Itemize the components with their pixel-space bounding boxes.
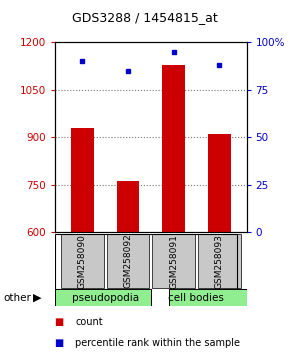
Text: GSM258091: GSM258091 <box>169 234 178 289</box>
Text: GSM258092: GSM258092 <box>124 234 133 289</box>
FancyBboxPatch shape <box>169 289 283 306</box>
Text: GDS3288 / 1454815_at: GDS3288 / 1454815_at <box>72 11 218 24</box>
Text: other: other <box>3 293 31 303</box>
FancyBboxPatch shape <box>198 234 241 288</box>
FancyBboxPatch shape <box>107 234 149 288</box>
Bar <box>117 181 139 232</box>
Bar <box>71 128 94 232</box>
Text: ▶: ▶ <box>33 293 42 303</box>
Text: cell bodies: cell bodies <box>168 293 224 303</box>
Text: GSM258090: GSM258090 <box>78 234 87 289</box>
Bar <box>162 64 185 232</box>
FancyBboxPatch shape <box>152 234 195 288</box>
Text: count: count <box>75 317 103 327</box>
Text: ■: ■ <box>55 338 68 348</box>
Text: GSM258093: GSM258093 <box>215 234 224 289</box>
Text: ■: ■ <box>55 317 68 327</box>
FancyBboxPatch shape <box>61 234 104 288</box>
FancyBboxPatch shape <box>55 289 151 306</box>
Bar <box>208 134 231 232</box>
Text: percentile rank within the sample: percentile rank within the sample <box>75 338 240 348</box>
Text: pseudopodia: pseudopodia <box>72 293 139 303</box>
